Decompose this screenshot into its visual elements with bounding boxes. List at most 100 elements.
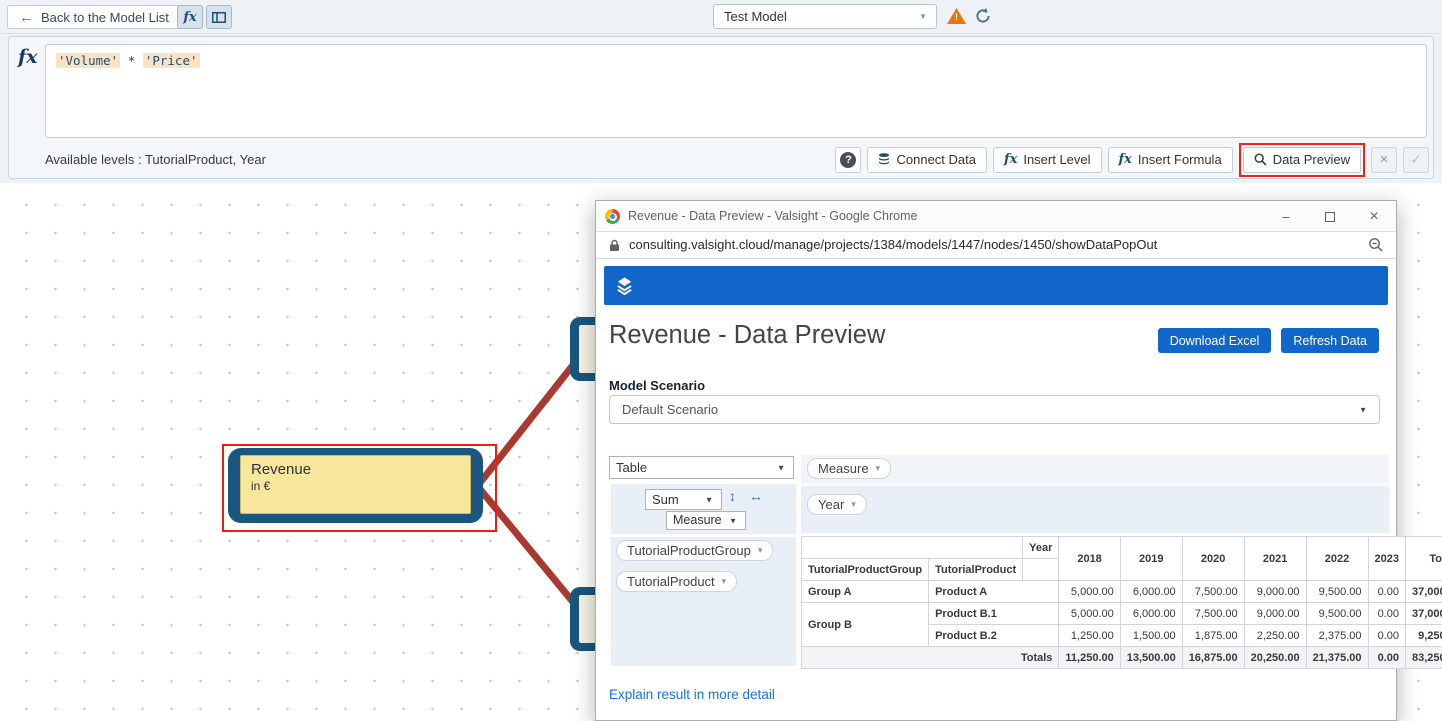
warning-icon[interactable]: ! (947, 8, 966, 24)
help-button[interactable]: ? (835, 146, 862, 173)
warning-exclamation: ! (955, 12, 958, 22)
total-cell: 0.00 (1367, 646, 1406, 669)
measure-select[interactable]: Measure ▼ (666, 511, 746, 530)
swap-horizontal-icon[interactable]: ↔ (749, 488, 763, 504)
table-row: Product B.2 1,250.00 1,500.00 1,875.00 2… (802, 624, 1442, 647)
product-column-header: TutorialProduct (928, 558, 1024, 581)
formula-editor-region: fx 'Volume' * 'Price' Available levels :… (0, 34, 1442, 183)
chevron-down-icon: ▼ (1359, 405, 1367, 414)
panel-layout-icon (212, 11, 226, 23)
fx-mark: fx (18, 46, 38, 68)
layers-logo-icon (617, 277, 632, 295)
back-button-label: Back to the Model List (41, 9, 169, 25)
value-cell: 9,000.00 (1243, 580, 1307, 603)
model-select[interactable]: Test Model ▼ (713, 4, 937, 29)
refresh-icon[interactable] (974, 7, 992, 25)
chevron-down-icon: ▼ (729, 516, 737, 525)
insert-formula-label: Insert Formula (1137, 152, 1222, 167)
maximize-button[interactable] (1308, 201, 1352, 232)
back-arrow-icon: ← (19, 8, 34, 26)
scenario-select[interactable]: Default Scenario ▼ (609, 395, 1380, 424)
valsight-header-banner (604, 266, 1388, 305)
aggregation-value: Sum (652, 492, 679, 507)
popup-action-buttons: Download Excel Refresh Data (1157, 328, 1379, 353)
year-chip[interactable]: Year ▾ (807, 494, 867, 515)
close-icon: × (1379, 151, 1389, 168)
row-fields-zone: TutorialProductGroup ▾ TutorialProduct ▾ (611, 537, 796, 666)
view-type-select[interactable]: Table ▼ (609, 456, 794, 479)
connect-data-button[interactable]: Connect Data (867, 146, 987, 173)
total-cell: 11,250.00 (1058, 646, 1121, 669)
value-cell: 1,250.00 (1058, 624, 1121, 647)
available-levels-text: Available levels : TutorialProduct, Year (45, 152, 266, 167)
formula-token-price[interactable]: 'Price' (142, 53, 200, 68)
cancel-formula-button[interactable]: × (1371, 146, 1397, 173)
formula-footer-buttons: ? Connect Data fx Insert Level fx I (835, 142, 1429, 177)
insert-level-button[interactable]: fx Insert Level (992, 146, 1102, 173)
formula-operator: * (127, 53, 136, 68)
tutorial-product-chip[interactable]: TutorialProduct ▾ (616, 571, 738, 592)
data-preview-label: Data Preview (1272, 152, 1350, 167)
value-cell: 6,000.00 (1119, 580, 1183, 603)
year-column-header: 2021 (1243, 536, 1307, 581)
chevron-down-icon: ▼ (777, 463, 785, 472)
totals-column-header: Totals (1404, 536, 1442, 581)
empty-header-cell (800, 536, 1024, 559)
view-type-value: Table (616, 460, 648, 475)
chip-label: TutorialProductGroup (627, 543, 751, 558)
measure-chip[interactable]: Measure ▾ (807, 458, 892, 479)
aggregation-select[interactable]: Sum ▼ (645, 489, 722, 510)
grand-total-cell: 83,250.00 (1404, 646, 1442, 669)
page-title: Revenue - Data Preview (609, 321, 886, 349)
fx-icon: fx (183, 9, 197, 25)
value-cell: 7,500.00 (1181, 602, 1245, 625)
value-cell: 0.00 (1367, 580, 1406, 603)
chevron-down-icon: ▾ (851, 499, 856, 509)
node-subtitle: in € (251, 479, 271, 493)
minimize-button[interactable]: − (1281, 208, 1291, 225)
tutorial-product-group-chip[interactable]: TutorialProductGroup ▾ (616, 540, 774, 561)
confirm-formula-button[interactable]: ✓ (1403, 146, 1429, 173)
download-excel-button[interactable]: Download Excel (1157, 328, 1272, 353)
insert-level-label: Insert Level (1023, 152, 1091, 167)
panel-layout-button[interactable] (206, 5, 232, 29)
year-column-header: 2022 (1305, 536, 1369, 581)
formula-input[interactable]: 'Volume' * 'Price' (45, 44, 1427, 138)
lock-icon (610, 239, 619, 251)
formula-mode-button[interactable]: fx (177, 5, 203, 29)
close-window-button[interactable]: × (1369, 207, 1379, 225)
zoom-out-icon[interactable] (1368, 237, 1384, 253)
data-preview-table: Year 2018 2019 2020 2021 2022 2023 Total… (800, 536, 1442, 669)
revenue-node[interactable]: Revenue in € (228, 448, 483, 523)
data-preview-highlight-box: Data Preview (1238, 142, 1365, 177)
url-text[interactable]: consulting.valsight.cloud/manage/project… (629, 237, 1158, 252)
total-cell: 21,375.00 (1305, 646, 1369, 669)
empty-narrow-header-cell (1022, 558, 1060, 581)
value-cell: 9,000.00 (1243, 602, 1307, 625)
formula-token-volume[interactable]: 'Volume' (56, 53, 121, 68)
chevron-down-icon: ▼ (705, 495, 713, 504)
table-header-row-1: Year 2018 2019 2020 2021 2022 2023 Total… (800, 536, 1442, 581)
total-cell: 20,250.00 (1243, 646, 1307, 669)
chevron-down-icon: ▼ (919, 12, 927, 21)
group-cell: Group A (800, 580, 930, 603)
totals-row: Totals 11,250.00 13,500.00 16,875.00 20,… (800, 646, 1442, 669)
data-preview-button[interactable]: Data Preview (1242, 146, 1361, 173)
connect-data-label: Connect Data (896, 152, 976, 167)
table-row: Group A Product A 5,000.00 6,000.00 7,50… (800, 580, 1442, 603)
value-cell: 1,500.00 (1119, 624, 1183, 647)
insert-formula-button[interactable]: fx Insert Formula (1107, 146, 1233, 173)
value-cell: 1,875.00 (1181, 624, 1245, 647)
refresh-data-button[interactable]: Refresh Data (1281, 328, 1379, 353)
product-cell: Product B.2 (928, 624, 1060, 647)
address-bar[interactable]: consulting.valsight.cloud/manage/project… (596, 232, 1396, 259)
value-cell: 5,000.00 (1058, 580, 1121, 603)
total-cell: 13,500.00 (1119, 646, 1183, 669)
back-to-model-list-button[interactable]: ← Back to the Model List (7, 5, 181, 29)
fx-icon: fx (1118, 152, 1132, 167)
product-cell: Product A (928, 580, 1060, 603)
window-titlebar[interactable]: Revenue - Data Preview - Valsight - Goog… (596, 201, 1396, 232)
aggregation-panel: Sum ▼ ↕ ↔ Measure ▼ (611, 484, 796, 534)
explain-result-link[interactable]: Explain result in more detail (609, 687, 775, 702)
swap-vertical-icon[interactable]: ↕ (729, 488, 736, 504)
